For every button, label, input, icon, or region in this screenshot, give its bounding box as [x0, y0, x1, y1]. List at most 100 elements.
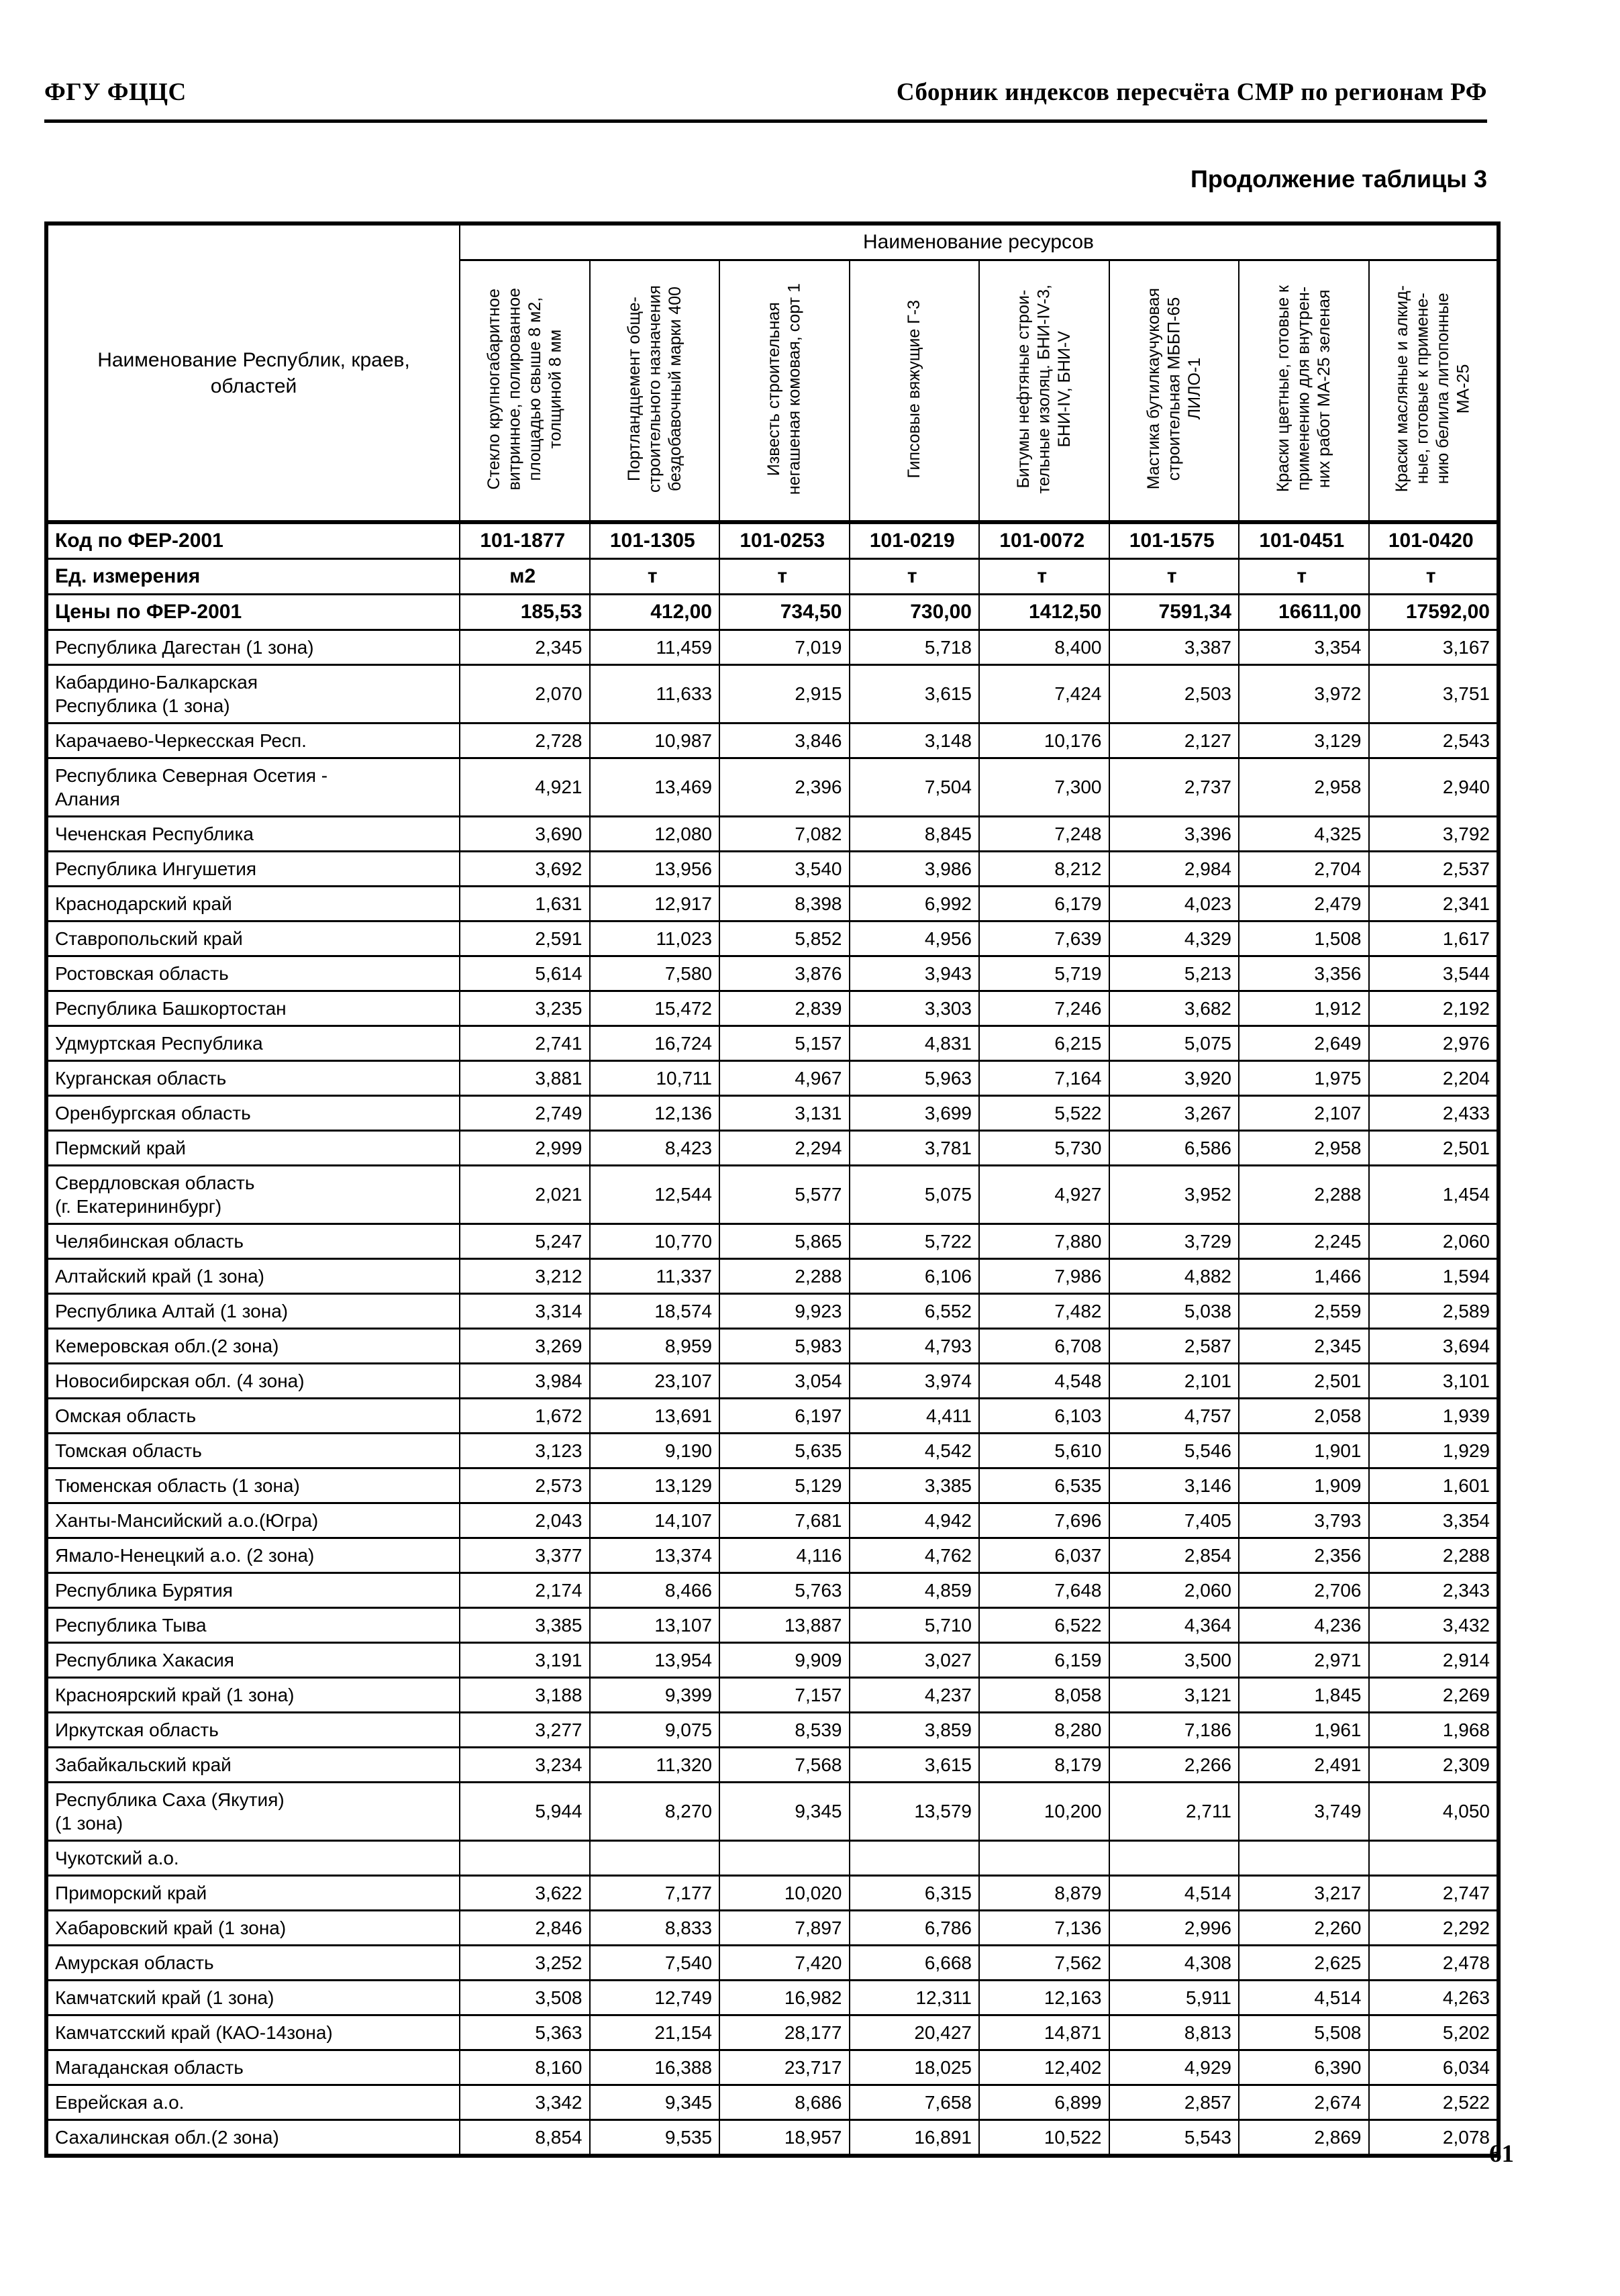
meta-value-cell: 101-0219 — [848, 521, 980, 560]
region-cell: Республика Саха (Якутия) (1 зона) — [46, 1781, 460, 1842]
table-row: Челябинская область 5,247 10,770 5,865 5,72… — [46, 1223, 1499, 1260]
value-cell: 6,215 — [978, 1025, 1110, 1062]
value-cell: 6,586 — [1108, 1130, 1239, 1166]
value-cell: 5,363 — [459, 2014, 591, 2051]
resources-header-row: Наименование Республик, краев, областей … — [46, 222, 1499, 524]
table-row: Новосибирская обл. (4 зона) 3,984 23,107 3… — [46, 1362, 1499, 1399]
value-cell: 2,573 — [459, 1467, 591, 1504]
value-cell: 4,882 — [1108, 1258, 1239, 1295]
value-cell: 12,749 — [589, 1979, 720, 2016]
value-cell: 2,915 — [719, 664, 850, 724]
value-cell: 3,234 — [459, 1746, 591, 1783]
value-cell: 5,522 — [978, 1095, 1110, 1132]
value-cell: 5,247 — [459, 1223, 591, 1260]
value-cell: 3,974 — [848, 1362, 980, 1399]
value-cell: 9,535 — [589, 2119, 720, 2157]
region-cell: Кабардино-Балкарская Республика (1 зона) — [46, 664, 460, 724]
value-cell: 6,103 — [978, 1397, 1110, 1434]
value-cell: 21,154 — [589, 2014, 720, 2051]
value-cell: 7,482 — [978, 1293, 1110, 1330]
value-cell: 2,060 — [1108, 1572, 1239, 1609]
region-cell: Чеченская Республика — [46, 815, 460, 852]
meta-label-cell: Код по ФЕР-2001 — [46, 521, 460, 560]
value-cell: 3,690 — [459, 815, 591, 852]
meta-value-cell: 412,00 — [589, 593, 720, 631]
value-cell: 2,503 — [1108, 664, 1239, 724]
value-cell: 3,356 — [1238, 955, 1370, 992]
resource-column-header: Стекло крупногабаритное витринное, полир… — [459, 259, 591, 524]
value-cell: 4,859 — [848, 1572, 980, 1609]
value-cell: 7,082 — [719, 815, 850, 852]
region-cell: Удмуртская Республика — [46, 1025, 460, 1062]
value-cell: 12,544 — [589, 1164, 720, 1225]
value-cell: 1,912 — [1238, 990, 1370, 1027]
table-row: Оренбургская область 2,749 12,136 3,131 3,6… — [46, 1095, 1499, 1132]
value-cell: 4,116 — [719, 1537, 850, 1574]
value-cell: 9,909 — [719, 1642, 850, 1679]
value-cell: 6,034 — [1368, 2049, 1499, 2086]
value-cell: 2,260 — [1238, 1909, 1370, 1946]
value-cell: 7,658 — [848, 2084, 980, 2121]
value-cell: 8,813 — [1108, 2014, 1239, 2051]
value-cell: 1,617 — [1368, 920, 1499, 957]
table-row: Карачаево-Черкесская Респ. 2,728 10,987 3,… — [46, 722, 1499, 759]
region-cell: Сахалинская обл.(2 зона) — [46, 2119, 460, 2157]
value-cell: 9,923 — [719, 1293, 850, 1330]
value-cell: 6,159 — [978, 1642, 1110, 1679]
value-cell: 3,387 — [1108, 629, 1239, 666]
value-cell: 9,190 — [589, 1432, 720, 1469]
value-cell: 10,522 — [978, 2119, 1110, 2157]
table-row: Кемеровская обл.(2 зона) 3,269 8,959 5,983… — [46, 1328, 1499, 1364]
value-cell: 3,217 — [1238, 1875, 1370, 1911]
table-row: Свердловская область (г. Екатерининбург)… — [46, 1164, 1499, 1225]
value-cell: 2,309 — [1368, 1746, 1499, 1783]
region-cell: Амурская область — [46, 1944, 460, 1981]
value-cell: 3,123 — [459, 1432, 591, 1469]
value-cell: 1,975 — [1238, 1060, 1370, 1097]
value-cell: 2,078 — [1368, 2119, 1499, 2157]
value-cell: 9,075 — [589, 1711, 720, 1748]
value-cell: 8,686 — [719, 2084, 850, 2121]
value-cell: 3,846 — [719, 722, 850, 759]
value-cell: 5,730 — [978, 1130, 1110, 1166]
value-cell: 5,852 — [719, 920, 850, 957]
value-cell: 3,146 — [1108, 1467, 1239, 1504]
resource-header-row: Стекло крупногабаритное витринное, полир… — [46, 259, 1499, 524]
value-cell: 3,544 — [1368, 955, 1499, 992]
region-cell: Ямало-Ненецкий а.о. (2 зона) — [46, 1537, 460, 1574]
value-cell: 2,266 — [1108, 1746, 1239, 1783]
meta-value-cell: т — [848, 558, 980, 595]
value-cell: 3,396 — [1108, 815, 1239, 852]
value-cell: 4,967 — [719, 1060, 850, 1097]
value-cell: 7,648 — [978, 1572, 1110, 1609]
value-cell: 6,708 — [978, 1328, 1110, 1364]
value-cell: 8,845 — [848, 815, 980, 852]
value-cell: 3,986 — [848, 850, 980, 887]
value-cell: 3,729 — [1108, 1223, 1239, 1260]
meta-label-cell: Ед. измерения — [46, 558, 460, 595]
value-cell: 3,303 — [848, 990, 980, 1027]
table-row: Приморский край 3,622 7,177 10,020 6,315 8,8… — [46, 1875, 1499, 1911]
value-cell: 2,589 — [1368, 1293, 1499, 1330]
value-cell: 3,101 — [1368, 1362, 1499, 1399]
value-cell: 2,288 — [719, 1258, 850, 1295]
value-cell: 2,940 — [1368, 757, 1499, 817]
resource-column-header: Битумы нефтяные строи- тельные изоляц. Б… — [978, 259, 1110, 524]
table-row: Краснодарский край 1,631 12,917 8,398 6,992… — [46, 885, 1499, 922]
value-cell: 16,982 — [719, 1979, 850, 2016]
value-cell: 2,747 — [1368, 1875, 1499, 1911]
value-cell: 2,288 — [1368, 1537, 1499, 1574]
value-cell: 2,043 — [459, 1502, 591, 1539]
value-cell: 7,136 — [978, 1909, 1110, 1946]
value-cell: 4,325 — [1238, 815, 1370, 852]
value-cell: 11,633 — [589, 664, 720, 724]
resource-column-label: Портландцемент обще- строительного назна… — [624, 285, 685, 493]
table-row: Ростовская область 5,614 7,580 3,876 3,943 5… — [46, 955, 1499, 992]
region-cell: Карачаево-Черкесская Респ. — [46, 722, 460, 759]
region-cell: Республика Северная Осетия - Алания — [46, 757, 460, 817]
value-cell: 12,917 — [589, 885, 720, 922]
value-cell: 13,887 — [719, 1607, 850, 1644]
table-row: Республика Башкортостан 3,235 15,472 2,839… — [46, 990, 1499, 1027]
region-cell: Республика Хакасия — [46, 1642, 460, 1679]
value-cell — [589, 1840, 720, 1877]
